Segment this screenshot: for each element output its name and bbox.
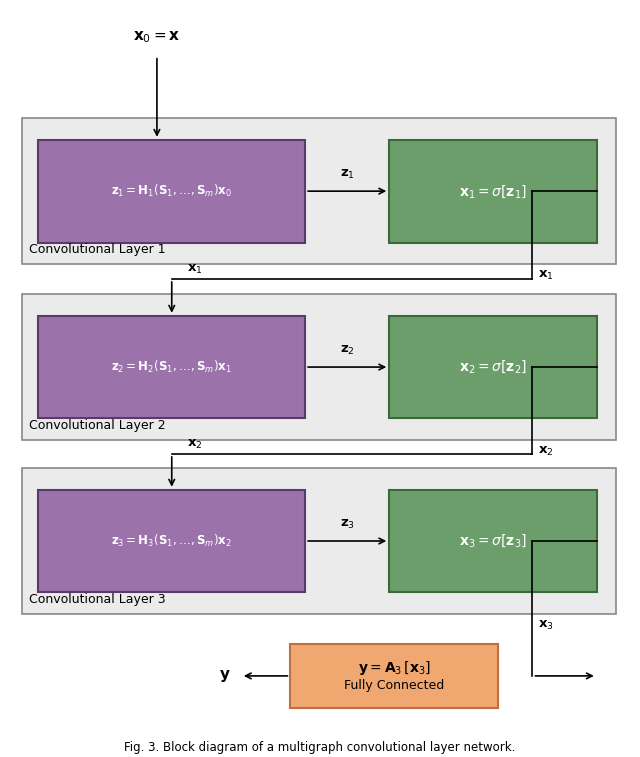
FancyBboxPatch shape (389, 140, 596, 242)
Text: Convolutional Layer 3: Convolutional Layer 3 (29, 593, 166, 606)
Text: $\mathbf{x}_3 = \sigma[\mathbf{z}_3]$: $\mathbf{x}_3 = \sigma[\mathbf{z}_3]$ (459, 533, 527, 550)
Text: $\mathbf{y}$: $\mathbf{y}$ (220, 668, 231, 684)
Text: $\mathbf{y} = \mathbf{A}_3\,[\mathbf{x}_3]$: $\mathbf{y} = \mathbf{A}_3\,[\mathbf{x}_… (358, 659, 431, 677)
Text: Fully Connected: Fully Connected (344, 679, 444, 693)
Text: $\mathbf{z}_3 = \mathbf{H}_3(\mathbf{S}_1,\ldots,\mathbf{S}_m)\mathbf{x}_2$: $\mathbf{z}_3 = \mathbf{H}_3(\mathbf{S}_… (111, 533, 232, 549)
Text: Convolutional Layer 1: Convolutional Layer 1 (29, 243, 166, 257)
Text: $\mathbf{x}_1$: $\mathbf{x}_1$ (538, 269, 554, 282)
FancyBboxPatch shape (22, 294, 616, 441)
Text: $\mathbf{x}_0 = \mathbf{x}$: $\mathbf{x}_0 = \mathbf{x}$ (133, 29, 180, 45)
FancyBboxPatch shape (291, 643, 498, 708)
FancyBboxPatch shape (22, 468, 616, 614)
FancyBboxPatch shape (389, 490, 596, 593)
Text: Fig. 3. Block diagram of a multigraph convolutional layer network.: Fig. 3. Block diagram of a multigraph co… (124, 740, 516, 754)
Text: $\mathbf{z}_2$: $\mathbf{z}_2$ (340, 344, 355, 357)
Text: $\mathbf{x}_2$: $\mathbf{x}_2$ (187, 438, 202, 451)
Text: $\mathbf{z}_3$: $\mathbf{z}_3$ (340, 518, 355, 531)
Text: $\mathbf{x}_1$: $\mathbf{x}_1$ (187, 263, 202, 276)
Text: $\mathbf{x}_2$: $\mathbf{x}_2$ (538, 445, 554, 458)
FancyBboxPatch shape (38, 316, 305, 419)
FancyBboxPatch shape (38, 490, 305, 593)
FancyBboxPatch shape (389, 316, 596, 419)
Text: $\mathbf{z}_1$: $\mathbf{z}_1$ (340, 168, 355, 181)
Text: $\mathbf{z}_2 = \mathbf{H}_2(\mathbf{S}_1,\ldots,\mathbf{S}_m)\mathbf{x}_1$: $\mathbf{z}_2 = \mathbf{H}_2(\mathbf{S}_… (111, 359, 232, 375)
Text: $\mathbf{x}_3$: $\mathbf{x}_3$ (538, 619, 554, 632)
Text: $\mathbf{z}_1 = \mathbf{H}_1(\mathbf{S}_1,\ldots,\mathbf{S}_m)\mathbf{x}_0$: $\mathbf{z}_1 = \mathbf{H}_1(\mathbf{S}_… (111, 183, 232, 199)
FancyBboxPatch shape (38, 140, 305, 242)
FancyBboxPatch shape (22, 118, 616, 264)
Text: $\mathbf{x}_2 = \sigma[\mathbf{z}_2]$: $\mathbf{x}_2 = \sigma[\mathbf{z}_2]$ (459, 359, 527, 375)
Text: $\mathbf{x}_1 = \sigma[\mathbf{z}_1]$: $\mathbf{x}_1 = \sigma[\mathbf{z}_1]$ (459, 182, 527, 200)
Text: Convolutional Layer 2: Convolutional Layer 2 (29, 419, 166, 432)
